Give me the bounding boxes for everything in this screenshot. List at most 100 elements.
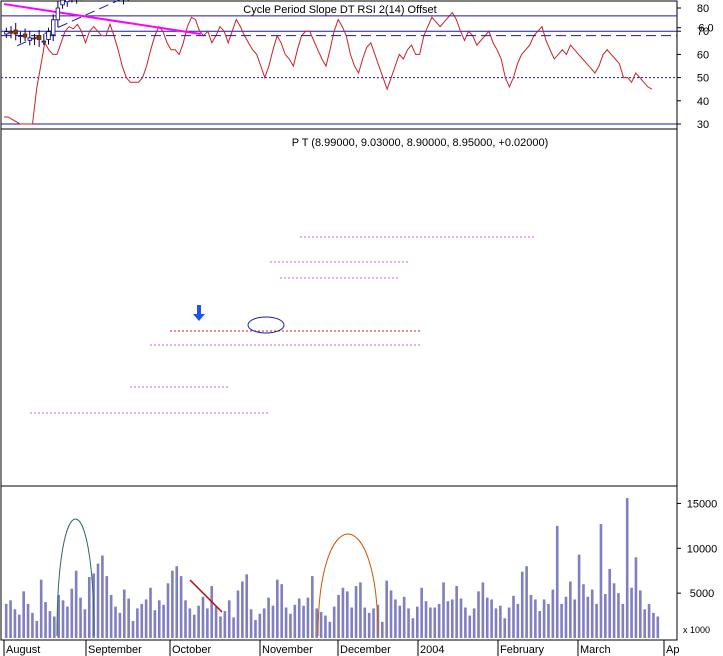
volume-bar	[201, 596, 205, 638]
volume-bar	[197, 605, 200, 638]
volume-bar	[101, 555, 104, 638]
price-candle	[55, 0, 61, 28]
volume-tick-label: 10000	[687, 543, 718, 555]
volume-bar	[424, 601, 428, 638]
volume-bar	[643, 609, 647, 638]
volume-bar	[245, 574, 249, 638]
x-tick-label: 2004	[420, 644, 444, 656]
volume-bar	[254, 620, 257, 638]
volume-panel: 15000 10000 5000 x 1000	[0, 485, 718, 641]
price-candle	[60, 0, 65, 9]
volume-bar	[127, 598, 130, 638]
volume-bar	[512, 595, 515, 638]
volume-bar	[534, 599, 537, 638]
volume-bar	[289, 613, 292, 638]
x-tick-label: December	[340, 644, 391, 656]
volume-bar	[149, 587, 152, 638]
volume-bar	[450, 599, 454, 638]
volume-bar	[499, 605, 502, 638]
volume-bar	[354, 585, 358, 638]
volume-bar	[551, 589, 555, 638]
volume-bar	[271, 605, 275, 638]
volume-bar	[385, 580, 388, 638]
volume-bar	[52, 616, 56, 638]
volume-bar	[555, 525, 559, 638]
volume-bar	[9, 600, 12, 638]
volume-bar	[227, 600, 231, 638]
volume-bar	[276, 579, 279, 638]
volume-bar	[171, 570, 174, 638]
rsi-tick-label: 80	[697, 3, 709, 15]
volume-bar	[472, 608, 476, 638]
volume-bar	[162, 604, 165, 638]
volume-bar	[241, 581, 244, 638]
volume-bar	[206, 608, 209, 638]
volume-bar	[105, 576, 109, 638]
price-trendline	[3, 3, 201, 35]
volume-bar	[363, 607, 367, 638]
volume-bar	[184, 600, 187, 638]
volume-bar	[324, 615, 327, 638]
volume-bar	[166, 583, 170, 638]
volume-bar	[328, 621, 332, 638]
volume-bar	[529, 594, 533, 638]
volume-bar	[262, 608, 266, 638]
volume-bar	[656, 616, 660, 638]
volume-bar	[582, 584, 585, 638]
volume-bar	[157, 600, 161, 638]
price-candle	[122, 0, 124, 5]
volume-bar	[179, 576, 183, 638]
volume-bar	[429, 607, 432, 638]
volume-bar	[520, 571, 524, 638]
volume-bar	[131, 620, 135, 638]
volume-bar	[122, 589, 126, 638]
price-trendlines	[3, 0, 201, 47]
volume-bar	[573, 599, 577, 638]
x-tick-label: August	[6, 644, 40, 656]
volume-bar	[595, 603, 598, 638]
x-tick-label: September	[88, 644, 142, 656]
volume-bar	[490, 599, 493, 638]
down-arrow-icon	[193, 305, 205, 321]
volume-bar	[319, 611, 323, 638]
volume-bar	[411, 618, 415, 638]
volume-bar	[232, 617, 235, 638]
volume-bar	[652, 612, 655, 638]
volume-bar	[236, 590, 240, 638]
volume-bar	[302, 605, 305, 638]
volume-bar	[394, 599, 397, 638]
volume-bar	[525, 566, 528, 638]
volume-tick-label: 5000	[690, 588, 714, 600]
volume-bar	[547, 603, 550, 638]
volume-bar	[44, 602, 47, 638]
rsi-tick-label: 30	[697, 119, 709, 131]
volume-bar	[459, 598, 463, 638]
volume-multiplier-label: x 1000	[683, 625, 710, 635]
volume-bar	[109, 594, 113, 638]
volume-bar	[66, 606, 69, 638]
price-candle	[4, 27, 9, 38]
volume-bar	[4, 603, 8, 638]
volume-bar	[564, 596, 568, 638]
cluster-ellipse	[247, 316, 285, 334]
rsi-tick-label: 70	[697, 26, 709, 38]
rsi-line	[4, 11, 653, 125]
volume-bars	[4, 498, 660, 638]
volume-bar	[612, 583, 616, 638]
volume-bar	[118, 612, 122, 638]
volume-bar	[359, 582, 362, 638]
volume-bar	[380, 621, 384, 638]
volume-bar	[293, 604, 297, 638]
volume-bar	[569, 581, 572, 638]
volume-bar	[617, 593, 620, 638]
volume-bar	[210, 585, 214, 638]
volume-bar	[61, 600, 65, 638]
volume-bar	[350, 607, 353, 638]
price-candle	[32, 34, 37, 46]
price-title: P T (8.99000, 9.03000, 8.90000, 8.95000,…	[292, 137, 549, 149]
volume-bar	[83, 609, 87, 638]
volume-bar	[153, 610, 157, 638]
volume-bar	[39, 579, 43, 638]
volume-bar	[647, 603, 651, 638]
